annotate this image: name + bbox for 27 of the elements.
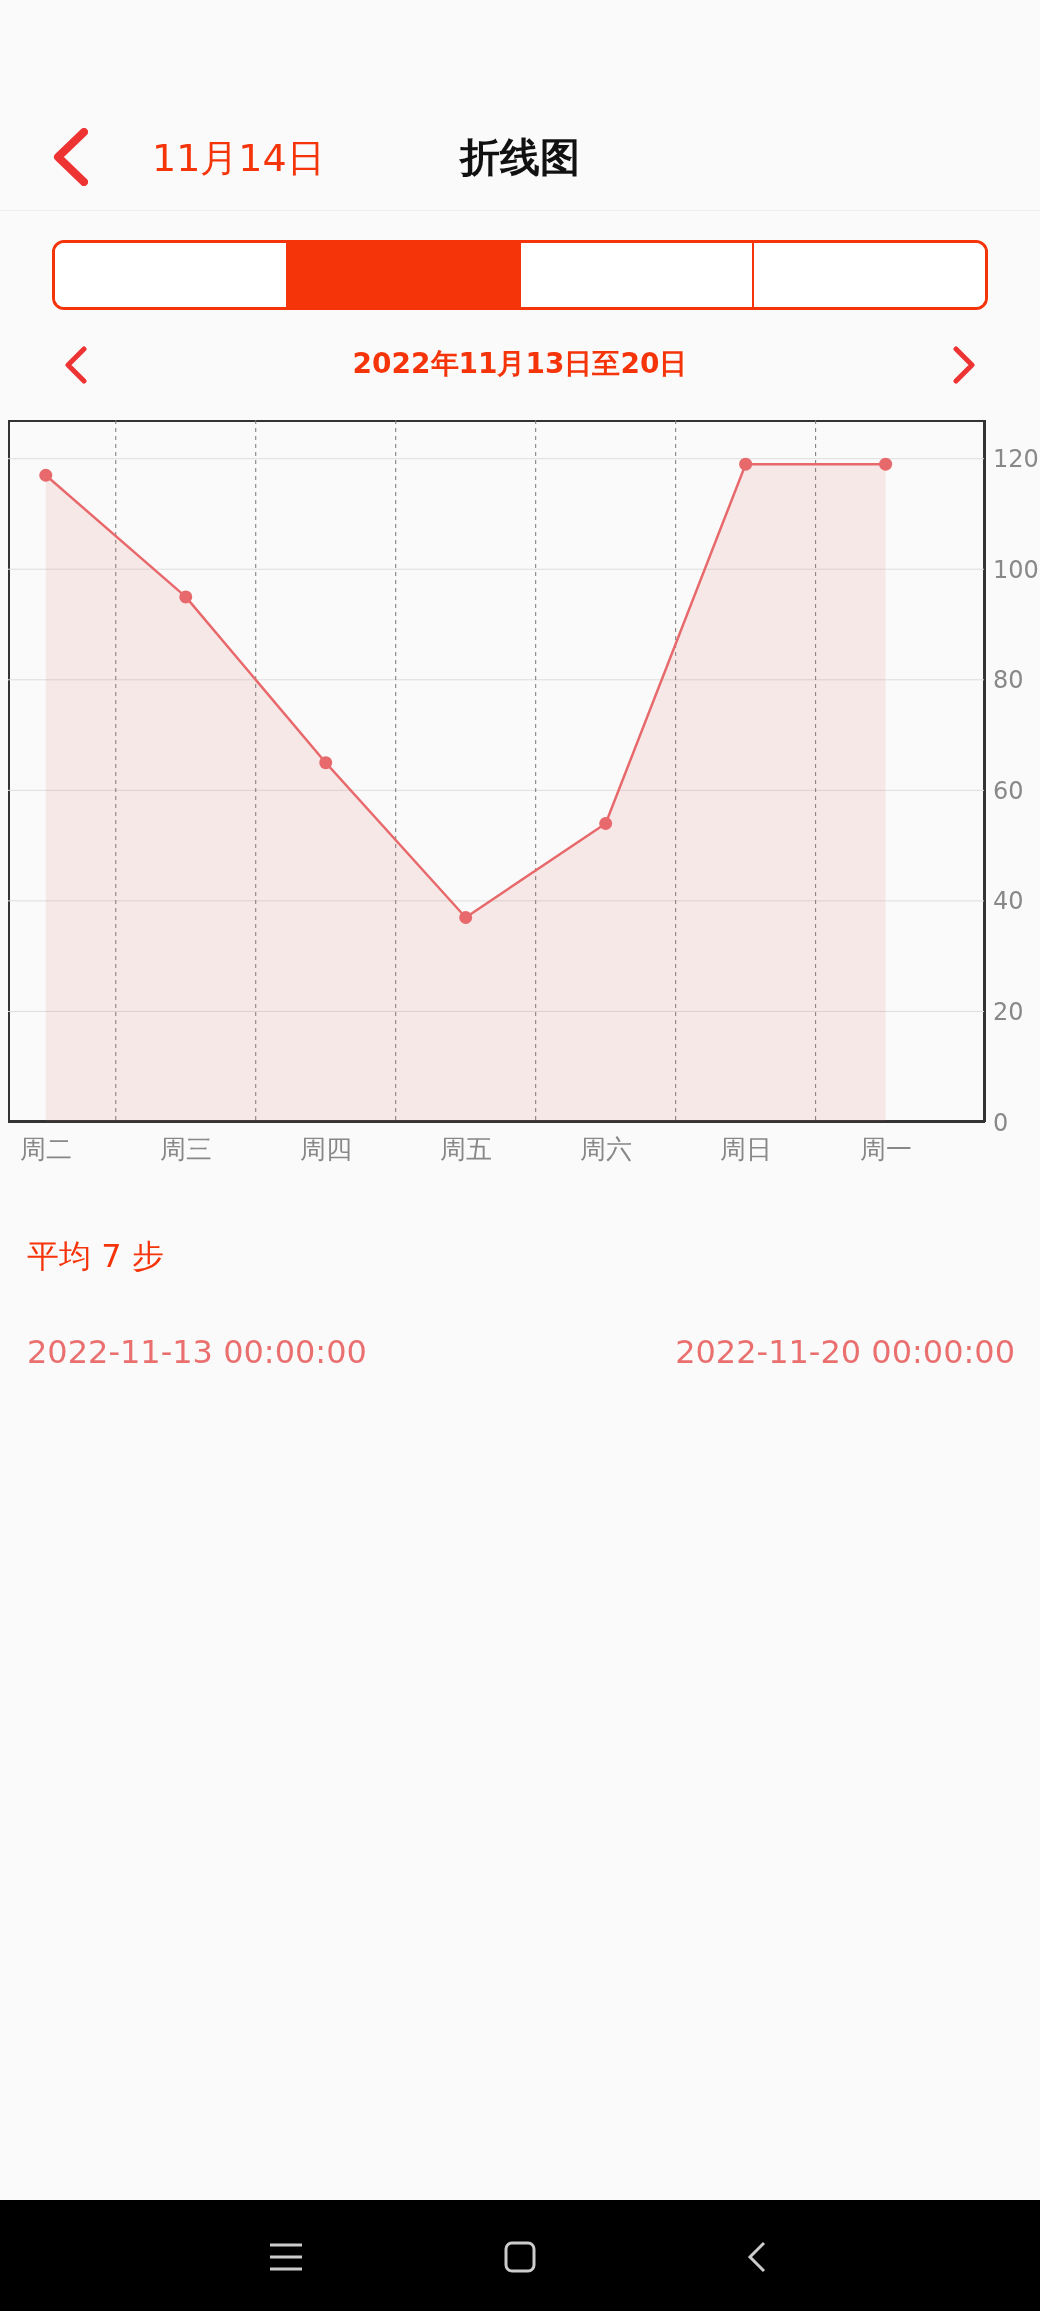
point bbox=[879, 457, 893, 471]
text: 11月14日 bbox=[152, 136, 325, 180]
y-tick-label: 120 bbox=[993, 445, 1039, 474]
x-tick-label: 周一 bbox=[859, 1134, 912, 1164]
point bbox=[459, 910, 473, 924]
y-tick-label: 20 bbox=[993, 997, 1024, 1026]
chart-subtitle: 2022年11月13日至20日 bbox=[352, 347, 688, 380]
point bbox=[179, 590, 193, 604]
x-tick-label: 周三 bbox=[159, 1134, 212, 1164]
point bbox=[599, 817, 613, 831]
point bbox=[739, 457, 753, 471]
x-tick-label: 周五 bbox=[439, 1134, 492, 1164]
y-tick-label: 80 bbox=[993, 666, 1024, 695]
x-tick-label: 周日 bbox=[719, 1134, 772, 1164]
point bbox=[39, 468, 53, 482]
text: 2022-11-20 00:00:00 bbox=[675, 1333, 1015, 1371]
y-tick-label: 0 bbox=[993, 1108, 1009, 1137]
y-tick-label: 60 bbox=[993, 776, 1024, 805]
text: 2022-11-13 00:00:00 bbox=[27, 1333, 367, 1371]
x-tick-label: 周四 bbox=[299, 1134, 352, 1164]
y-tick-label: 100 bbox=[993, 555, 1039, 584]
point bbox=[319, 756, 333, 770]
y-tick-label: 40 bbox=[993, 887, 1024, 916]
x-tick-label: 周二 bbox=[19, 1134, 72, 1164]
chart-title: 折线图 bbox=[460, 134, 580, 180]
x-tick-label: 周六 bbox=[579, 1134, 632, 1164]
text: 平均 7 步 bbox=[27, 1237, 164, 1275]
